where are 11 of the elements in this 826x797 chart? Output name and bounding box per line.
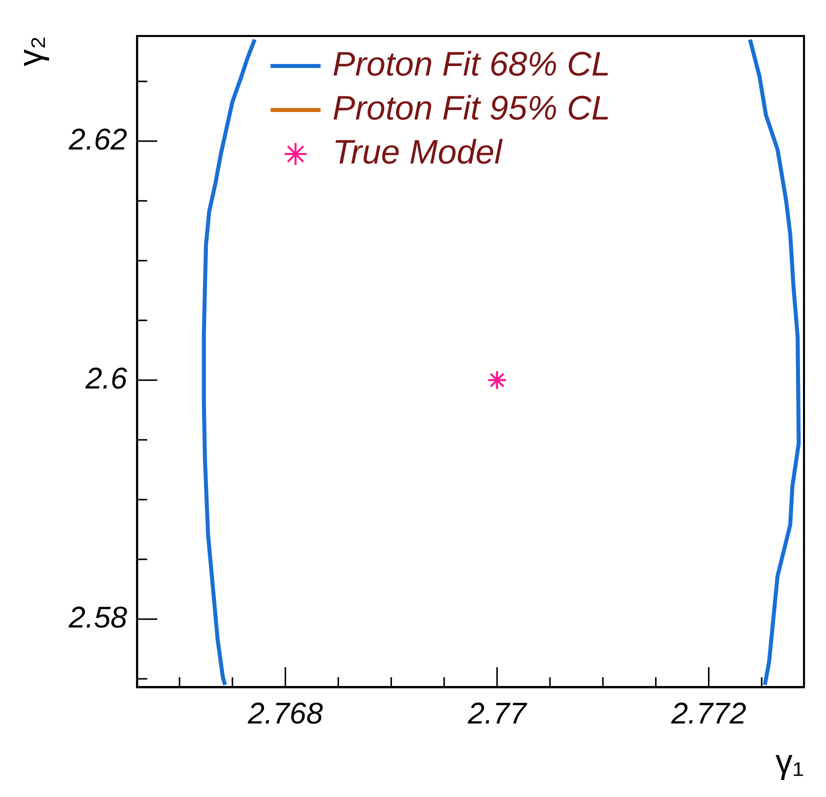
x-tick-label: 2.772 bbox=[670, 698, 747, 731]
x-tick-label: 2.768 bbox=[246, 698, 324, 731]
y-tick-label: 2.62 bbox=[68, 123, 128, 156]
x-tick-label: 2.77 bbox=[466, 698, 528, 731]
legend-label: Proton Fit 95% CL bbox=[332, 89, 610, 128]
legend-label: True Model bbox=[332, 133, 504, 172]
legend-label: Proton Fit 68% CL bbox=[332, 45, 610, 84]
y-tick-label: 2.6 bbox=[84, 362, 128, 396]
y-tick-label: 2.58 bbox=[68, 601, 128, 634]
y-axis-title: γ₂ bbox=[12, 36, 50, 66]
x-axis-title: γ₁ bbox=[776, 742, 804, 781]
